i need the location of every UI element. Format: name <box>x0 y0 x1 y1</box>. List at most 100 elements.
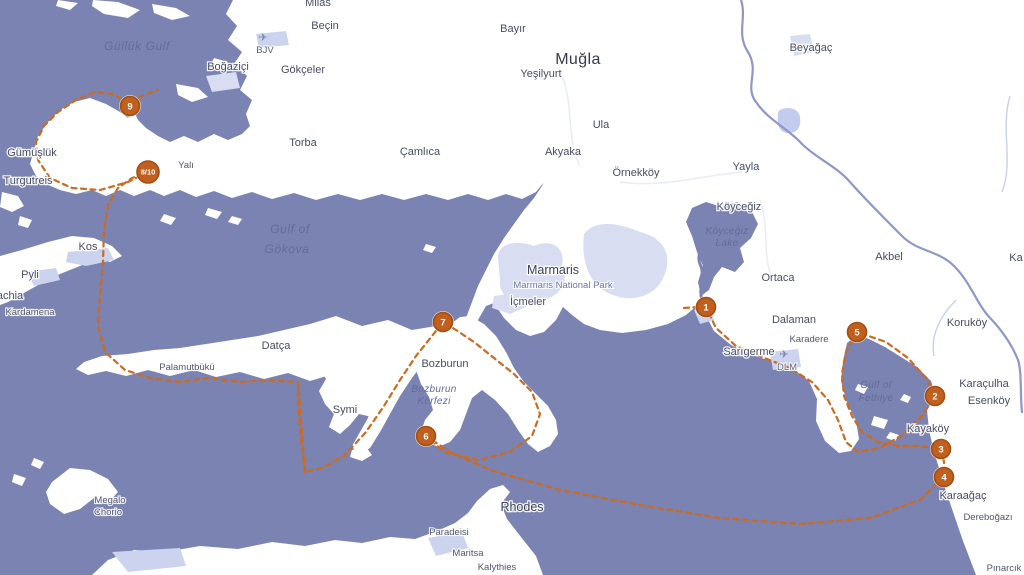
road <box>559 71 773 277</box>
park-patches <box>26 31 814 572</box>
map-label-lake: Lake <box>716 238 739 249</box>
route-marker-5[interactable]: 5 <box>846 321 868 343</box>
map-label-g-k-eler: Gökçeler <box>281 64 325 76</box>
route-marker-9[interactable]: 9 <box>119 95 141 117</box>
islet <box>176 84 208 102</box>
map-label-bjv: BJV <box>256 45 274 56</box>
islet <box>152 4 190 20</box>
map-label-ula: Ula <box>593 119 610 131</box>
route-marker-7[interactable]: 7 <box>432 311 454 333</box>
map-label-yayla: Yayla <box>733 161 761 173</box>
river <box>739 0 1024 414</box>
map-label-rhodes: Rhodes <box>500 500 543 514</box>
map-label-bozburun: Bozburun <box>421 358 468 370</box>
map-label-akyaka: Akyaka <box>545 146 582 158</box>
marker-circle <box>933 466 955 488</box>
map-label-megalo: Megalo <box>94 495 125 506</box>
map-label-karaa-a: Karaağaç <box>939 490 987 502</box>
map-label-marmaris-national-park: Marmaris National Park <box>513 280 612 291</box>
marker-number: 9 <box>127 101 132 112</box>
map-label-paradeisi: Paradeisi <box>429 527 469 538</box>
islet <box>12 474 26 486</box>
route-marker-2[interactable]: 2 <box>924 385 946 407</box>
dalyan-channel <box>697 241 704 301</box>
marker-circle <box>846 321 868 343</box>
map-label-koruk-y: Koruköy <box>947 317 988 329</box>
map-label-rnekk-y: Örnekköy <box>612 167 660 179</box>
marker-number: 3 <box>938 444 943 455</box>
map-label-pyli: Pyli <box>21 269 39 281</box>
route-marker-4[interactable]: 4 <box>933 466 955 488</box>
route-marker-8-10[interactable]: 8/10 <box>135 159 161 185</box>
islet <box>31 458 44 469</box>
marker-circle <box>415 425 437 447</box>
map-label-chorio: Chorio <box>94 507 122 518</box>
islet <box>855 384 868 394</box>
island-tilos <box>46 468 118 514</box>
islet <box>160 214 176 225</box>
waterways <box>559 0 1024 414</box>
map-label-achia: achia <box>0 290 24 302</box>
map-label-kayak-y: Kayaköy <box>907 423 950 435</box>
map-label-p-narc-k: Pınarcık <box>987 563 1022 574</box>
islet <box>205 208 222 219</box>
marker-circle <box>930 438 952 460</box>
map-label-karadere: Karadere <box>789 334 828 345</box>
island-rhodes <box>92 485 543 575</box>
map-label-i-meler: İçmeler <box>510 295 546 308</box>
datca-peninsula <box>76 316 458 455</box>
koycegiz-lake <box>686 202 758 296</box>
map-label-mu-la: Muğla <box>555 51 601 68</box>
bozburun-peninsula <box>416 313 558 452</box>
map-label-milas: Milas <box>305 0 331 9</box>
islet <box>228 216 242 225</box>
map-label-bozburun: Bozburun <box>411 384 456 395</box>
island-symi-islet <box>350 447 372 461</box>
islet <box>56 0 78 10</box>
map-label-derebo-az: Dereboğazı <box>963 512 1012 523</box>
route-marker-1[interactable]: 1 <box>695 296 717 318</box>
map-label-kalythies: Kalythies <box>478 562 517 573</box>
islet <box>92 0 140 18</box>
map-label-akbel: Akbel <box>875 251 903 263</box>
map-label-esenk-y: Esenköy <box>968 395 1011 407</box>
map-label-g-ll-k-gulf: Güllük Gulf <box>104 39 171 53</box>
map-label-aml-ca: Çamlıca <box>400 146 441 158</box>
map-label-ka: Ka <box>1009 252 1023 264</box>
map-label-k-yce-iz: Köyceğiz <box>717 201 762 213</box>
marker-number: 4 <box>941 472 947 483</box>
map-label-gulf-of: Gulf of <box>270 222 311 236</box>
marker-circle <box>119 95 141 117</box>
map-label-symi: Symi <box>333 404 357 416</box>
route-marker-3[interactable]: 3 <box>930 438 952 460</box>
map-label-dalaman: Dalaman <box>772 314 816 326</box>
airport-icon: ✈ <box>779 349 788 361</box>
map-label-torba: Torba <box>289 137 317 149</box>
marker-number: 1 <box>703 302 709 313</box>
island-symi <box>319 355 377 434</box>
islet <box>210 58 228 70</box>
marker-circle <box>924 385 946 407</box>
marker-number: 6 <box>423 431 428 442</box>
map-label-g-m-l-k: Gümüşlük <box>7 147 57 159</box>
map-label-k-yce-iz: Köyceğiz <box>706 226 749 237</box>
map-label-fethiye: Fethiye <box>859 393 894 404</box>
islet <box>18 216 32 228</box>
map-label-ye-ilyurt: Yeşilyurt <box>520 68 561 80</box>
map-label-beya-a: Beyağaç <box>790 42 833 54</box>
map-label-k-rfezi: Körfezi <box>417 396 451 407</box>
map-label-marmaris: Marmaris <box>527 263 579 277</box>
marker-circle <box>695 296 717 318</box>
map-label-maritsa: Maritsa <box>452 548 484 559</box>
stream <box>932 95 1011 357</box>
islet <box>886 432 899 441</box>
route-marker-6[interactable]: 6 <box>415 425 437 447</box>
map-label-dlm: DLM <box>777 362 797 373</box>
islet <box>900 394 911 403</box>
marker-number: 8/10 <box>141 168 156 177</box>
map-label-sar-germe: Sarıgerme <box>723 346 774 358</box>
islet <box>423 244 436 253</box>
islet <box>0 192 24 212</box>
